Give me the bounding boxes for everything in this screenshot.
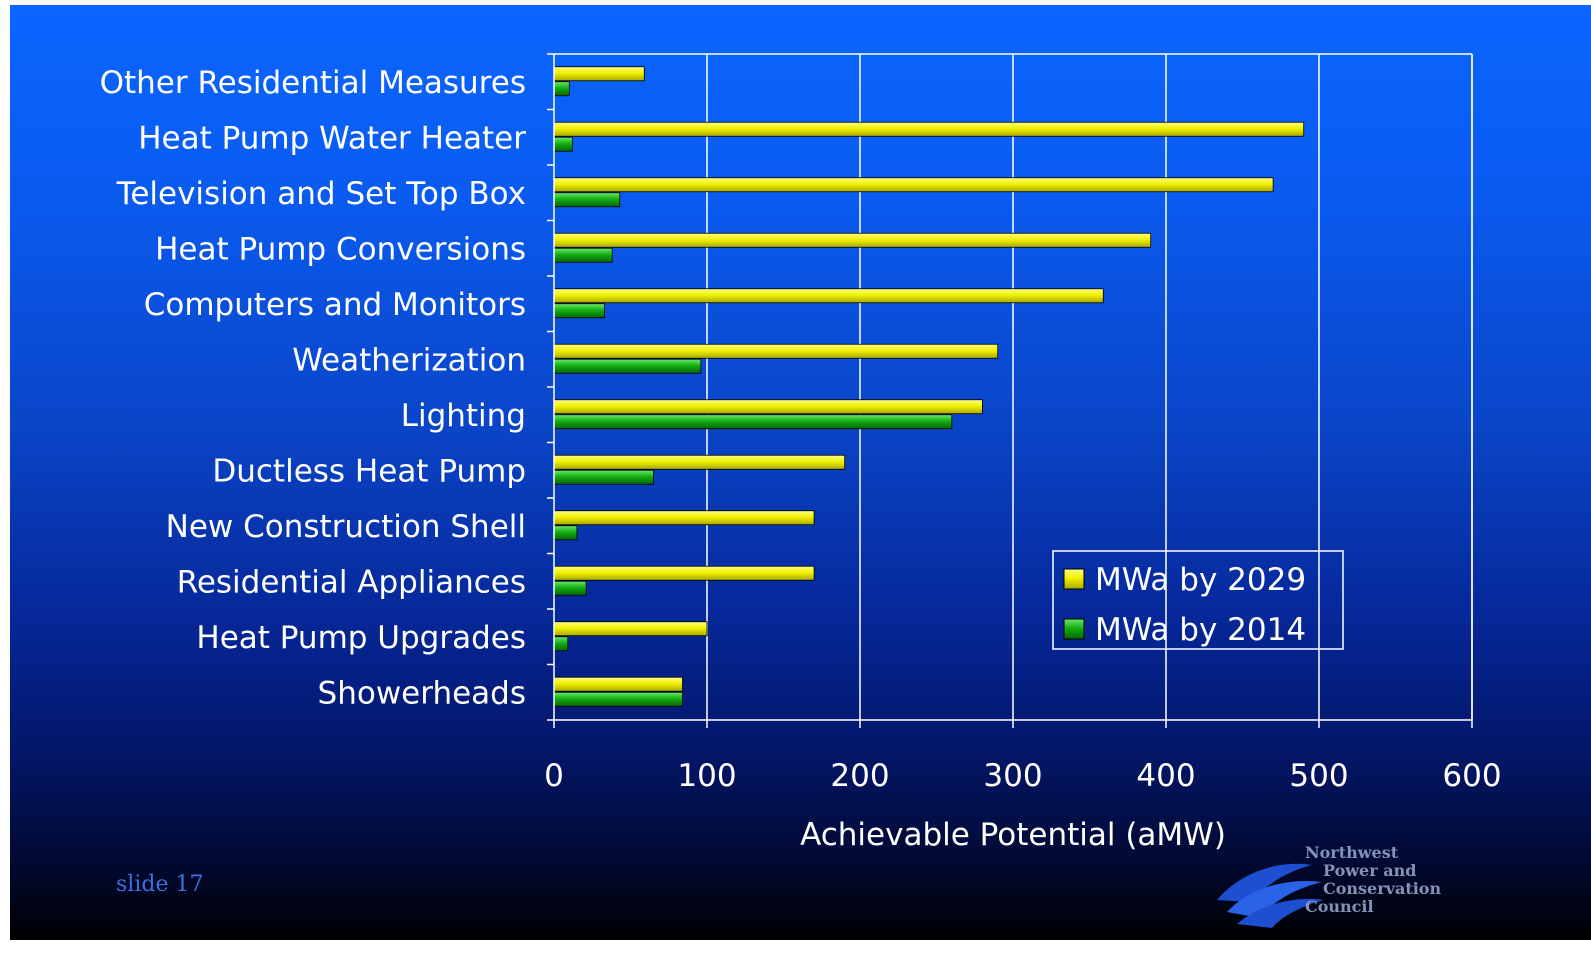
bar-2029 [553, 177, 1274, 193]
x-axis-title: Achievable Potential (aMW) [800, 817, 1226, 853]
label-layer: 0 100 200 300 400 500 600 Other Residential Mea… [100, 65, 1502, 794]
bar-2014 [553, 358, 702, 374]
x-tick-label: 600 [1442, 758, 1501, 794]
bar-2029 [553, 676, 683, 692]
y-category-label: Heat Pump Conversions [155, 231, 526, 267]
slide-number: slide 17 [116, 872, 204, 897]
y-category-label: Television and Set Top Box [116, 176, 526, 212]
y-category-label: Lighting [401, 398, 526, 434]
bar-2014 [553, 580, 587, 596]
bar-2014 [553, 414, 953, 430]
bar-2029 [553, 399, 983, 415]
council-logo-text: Northwest Power and Conservation Council [1305, 843, 1442, 916]
bar-layer [553, 66, 1305, 707]
bar-2029 [553, 343, 999, 359]
y-category-label: Residential Appliances [177, 564, 526, 600]
y-category-label: Ductless Heat Pump [212, 453, 526, 489]
y-category-label: Computers and Monitors [144, 287, 526, 323]
bar-2029 [553, 565, 815, 581]
bar-2014 [553, 192, 621, 208]
legend: MWa by 2029 MWa by 2014 [1052, 550, 1344, 650]
bar-2029 [553, 510, 815, 526]
y-category-label: Heat Pump Upgrades [196, 620, 526, 656]
bar-2014 [553, 525, 578, 541]
x-tick-label: 200 [830, 758, 889, 794]
legend-swatch-2014 [1063, 618, 1085, 640]
bar-2029 [553, 232, 1152, 248]
x-tick-label: 0 [544, 758, 564, 794]
bar-2014 [553, 303, 605, 319]
legend-swatch-2029 [1063, 568, 1085, 590]
x-tick-label: 100 [677, 758, 736, 794]
y-category-label: Other Residential Measures [100, 65, 526, 101]
bar-2014 [553, 691, 683, 707]
waves-logo-icon [1217, 863, 1324, 928]
y-category-label: Weatherization [292, 342, 526, 378]
y-category-label: Showerheads [318, 675, 526, 711]
grid-layer [554, 53, 1473, 720]
bar-2029 [553, 121, 1305, 137]
x-tick-label: 300 [983, 758, 1042, 794]
legend-label-2029: MWa by 2029 [1095, 562, 1306, 598]
bar-2029 [553, 66, 645, 82]
bar-2014 [553, 469, 654, 485]
bar-2029 [553, 288, 1104, 304]
bar-2014 [553, 81, 570, 97]
slide-background [10, 5, 1591, 940]
bar-2014 [553, 636, 569, 652]
bar-2029 [553, 454, 846, 470]
x-tick-label: 500 [1289, 758, 1348, 794]
y-category-label: Heat Pump Water Heater [138, 120, 526, 156]
y-category-label: New Construction Shell [166, 509, 526, 545]
x-tick-label: 400 [1136, 758, 1195, 794]
bar-2014 [553, 247, 613, 263]
legend-label-2014: MWa by 2014 [1095, 612, 1306, 648]
legend-box [1052, 550, 1344, 650]
bar-2014 [553, 136, 573, 152]
axis-layer [547, 53, 1473, 728]
bar-2029 [553, 621, 708, 637]
